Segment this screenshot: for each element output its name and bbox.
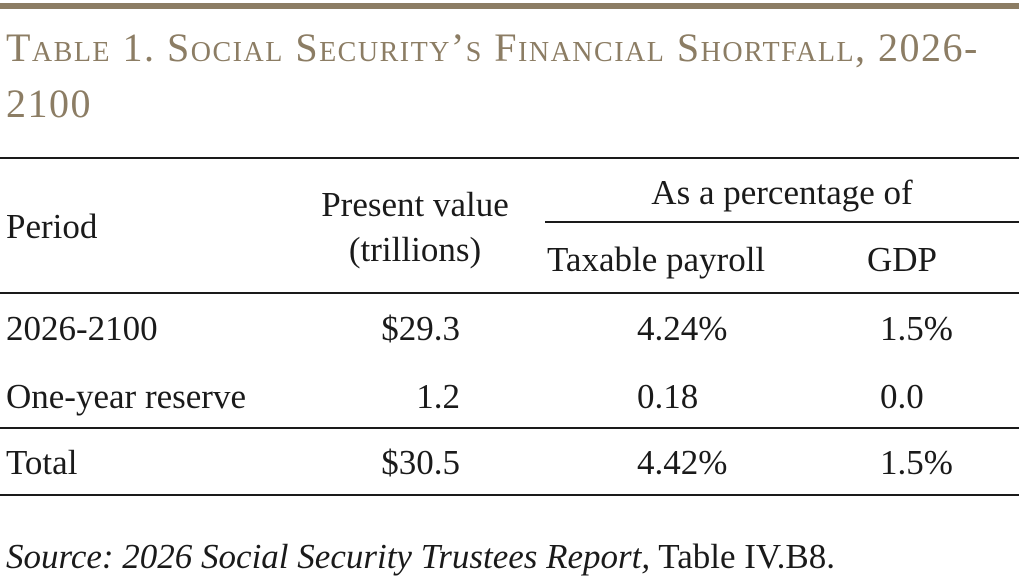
header-taxable-payroll: Taxable payroll <box>547 240 766 279</box>
header-top-rule <box>0 157 1019 159</box>
source-plain: Table IV.B8. <box>650 537 836 576</box>
percentage-group-rule <box>545 221 1019 223</box>
row1-period: 2026-2100 <box>6 309 158 348</box>
total-period: Total <box>6 443 78 482</box>
source-italic: Source: 2026 Social Security Trustees Re… <box>6 537 651 576</box>
table-title: Table 1. Social Security’s Financial Sho… <box>6 25 979 126</box>
row2-period: One-year reserve <box>6 377 246 416</box>
row1-present-value: $29.3 <box>381 309 460 348</box>
header-bottom-rule <box>0 292 1019 294</box>
header-present-value-line2: (trillions) <box>348 230 482 269</box>
header-present-value-line1: Present value <box>321 185 509 224</box>
title-top-rule <box>0 3 1019 9</box>
row2-gdp: 0.0 <box>880 377 924 416</box>
header-gdp: GDP <box>867 240 938 279</box>
total-gdp: 1.5% <box>880 443 953 482</box>
header-percentage-group: As a percentage of <box>651 173 913 212</box>
row1-taxable-payroll: 4.24% <box>637 309 728 348</box>
total-present-value: $30.5 <box>381 443 460 482</box>
table-bottom-rule <box>0 494 1019 496</box>
header-period: Period <box>6 207 98 246</box>
total-taxable-payroll: 4.42% <box>637 443 728 482</box>
source-note: Source: 2026 Social Security Trustees Re… <box>6 535 835 579</box>
total-top-rule <box>0 427 1019 429</box>
row1-gdp: 1.5% <box>880 309 953 348</box>
row2-present-value: 1.2 <box>416 377 460 416</box>
row2-taxable-payroll: 0.18 <box>637 377 699 416</box>
